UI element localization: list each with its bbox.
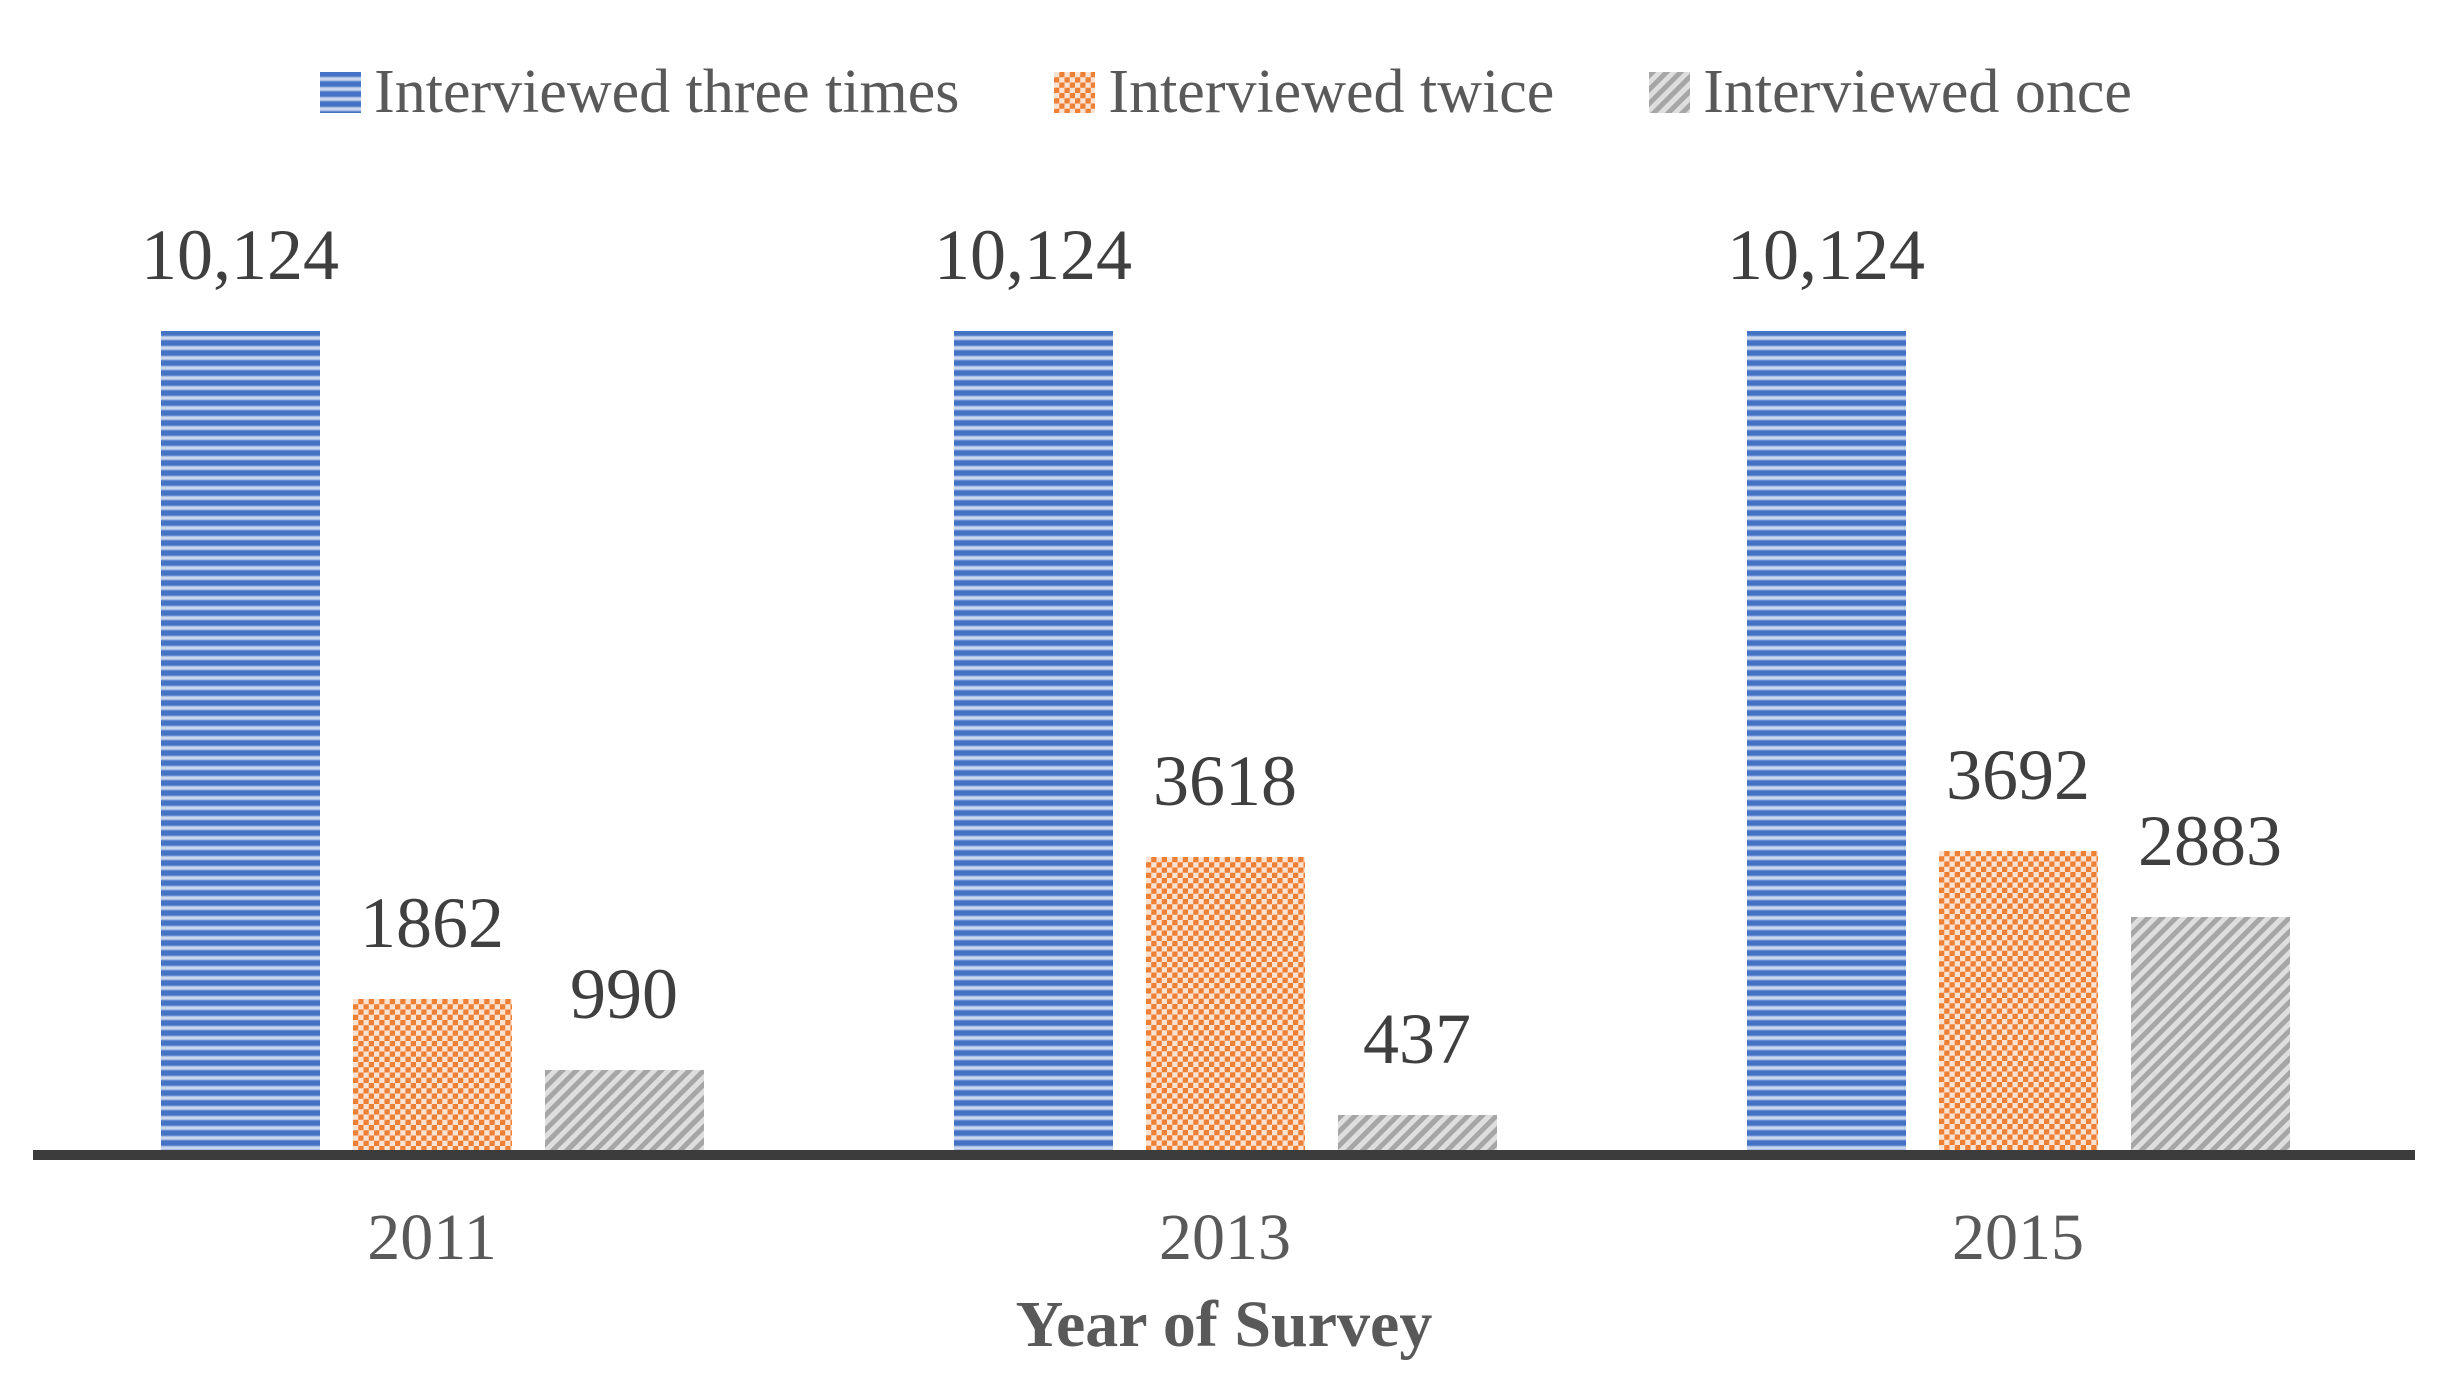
legend-swatch-blue-horizontal-stripes-icon: [320, 71, 362, 113]
chart-legend: Interviewed three times Interviewed twic…: [0, 50, 2452, 134]
bar-value-label-2011-interviewed-twice: 1862: [360, 883, 504, 963]
legend-swatch-gray-diagonal-stripes-icon: [1649, 71, 1691, 113]
legend-item-interviewed-three-times: Interviewed three times: [320, 61, 959, 123]
bar-value-label-2013-interviewed-twice: 3618: [1153, 741, 1297, 821]
legend-label-interviewed-twice: Interviewed twice: [1108, 58, 1555, 126]
bar-value-label-2013-interviewed-once: 437: [1363, 999, 1471, 1079]
bar-2011-interviewed-three-times: [160, 331, 320, 1150]
legend-item-interviewed-once: Interviewed once: [1649, 61, 2132, 123]
bar-2011-interviewed-once: [544, 1070, 704, 1150]
bar-value-label-2015-interviewed-once: 2883: [2138, 801, 2282, 881]
legend-swatch-orange-checkerboard-icon: [1054, 71, 1096, 113]
x-axis-title: Year of Survey: [1015, 1288, 1433, 1361]
legend-item-interviewed-twice: Interviewed twice: [1054, 61, 1554, 123]
legend-label-interviewed-three-times: Interviewed three times: [374, 58, 960, 126]
x-tick-label-2011: 2011: [367, 1201, 497, 1274]
bar-value-label-2011-interviewed-three-times: 10,124: [141, 215, 339, 295]
bar-value-label-2015-interviewed-three-times: 10,124: [1727, 215, 1925, 295]
x-tick-label-2015: 2015: [1952, 1201, 2084, 1274]
bar-2013-interviewed-twice: [1145, 857, 1305, 1150]
bar-value-label-2015-interviewed-twice: 3692: [1946, 735, 2090, 815]
bar-2011-interviewed-twice: [352, 999, 512, 1150]
x-tick-label-2013: 2013: [1159, 1201, 1291, 1274]
bar-value-label-2011-interviewed-once: 990: [570, 954, 678, 1034]
bar-2015-interviewed-three-times: [1746, 331, 1906, 1150]
x-axis-line: [33, 1150, 2415, 1160]
bar-2013-interviewed-once: [1337, 1115, 1497, 1150]
bar-2013-interviewed-three-times: [953, 331, 1113, 1150]
legend-label-interviewed-once: Interviewed once: [1703, 58, 2132, 126]
bar-2015-interviewed-once: [2130, 917, 2290, 1150]
bar-value-label-2013-interviewed-three-times: 10,124: [934, 215, 1132, 295]
bar-2015-interviewed-twice: [1938, 851, 2098, 1150]
